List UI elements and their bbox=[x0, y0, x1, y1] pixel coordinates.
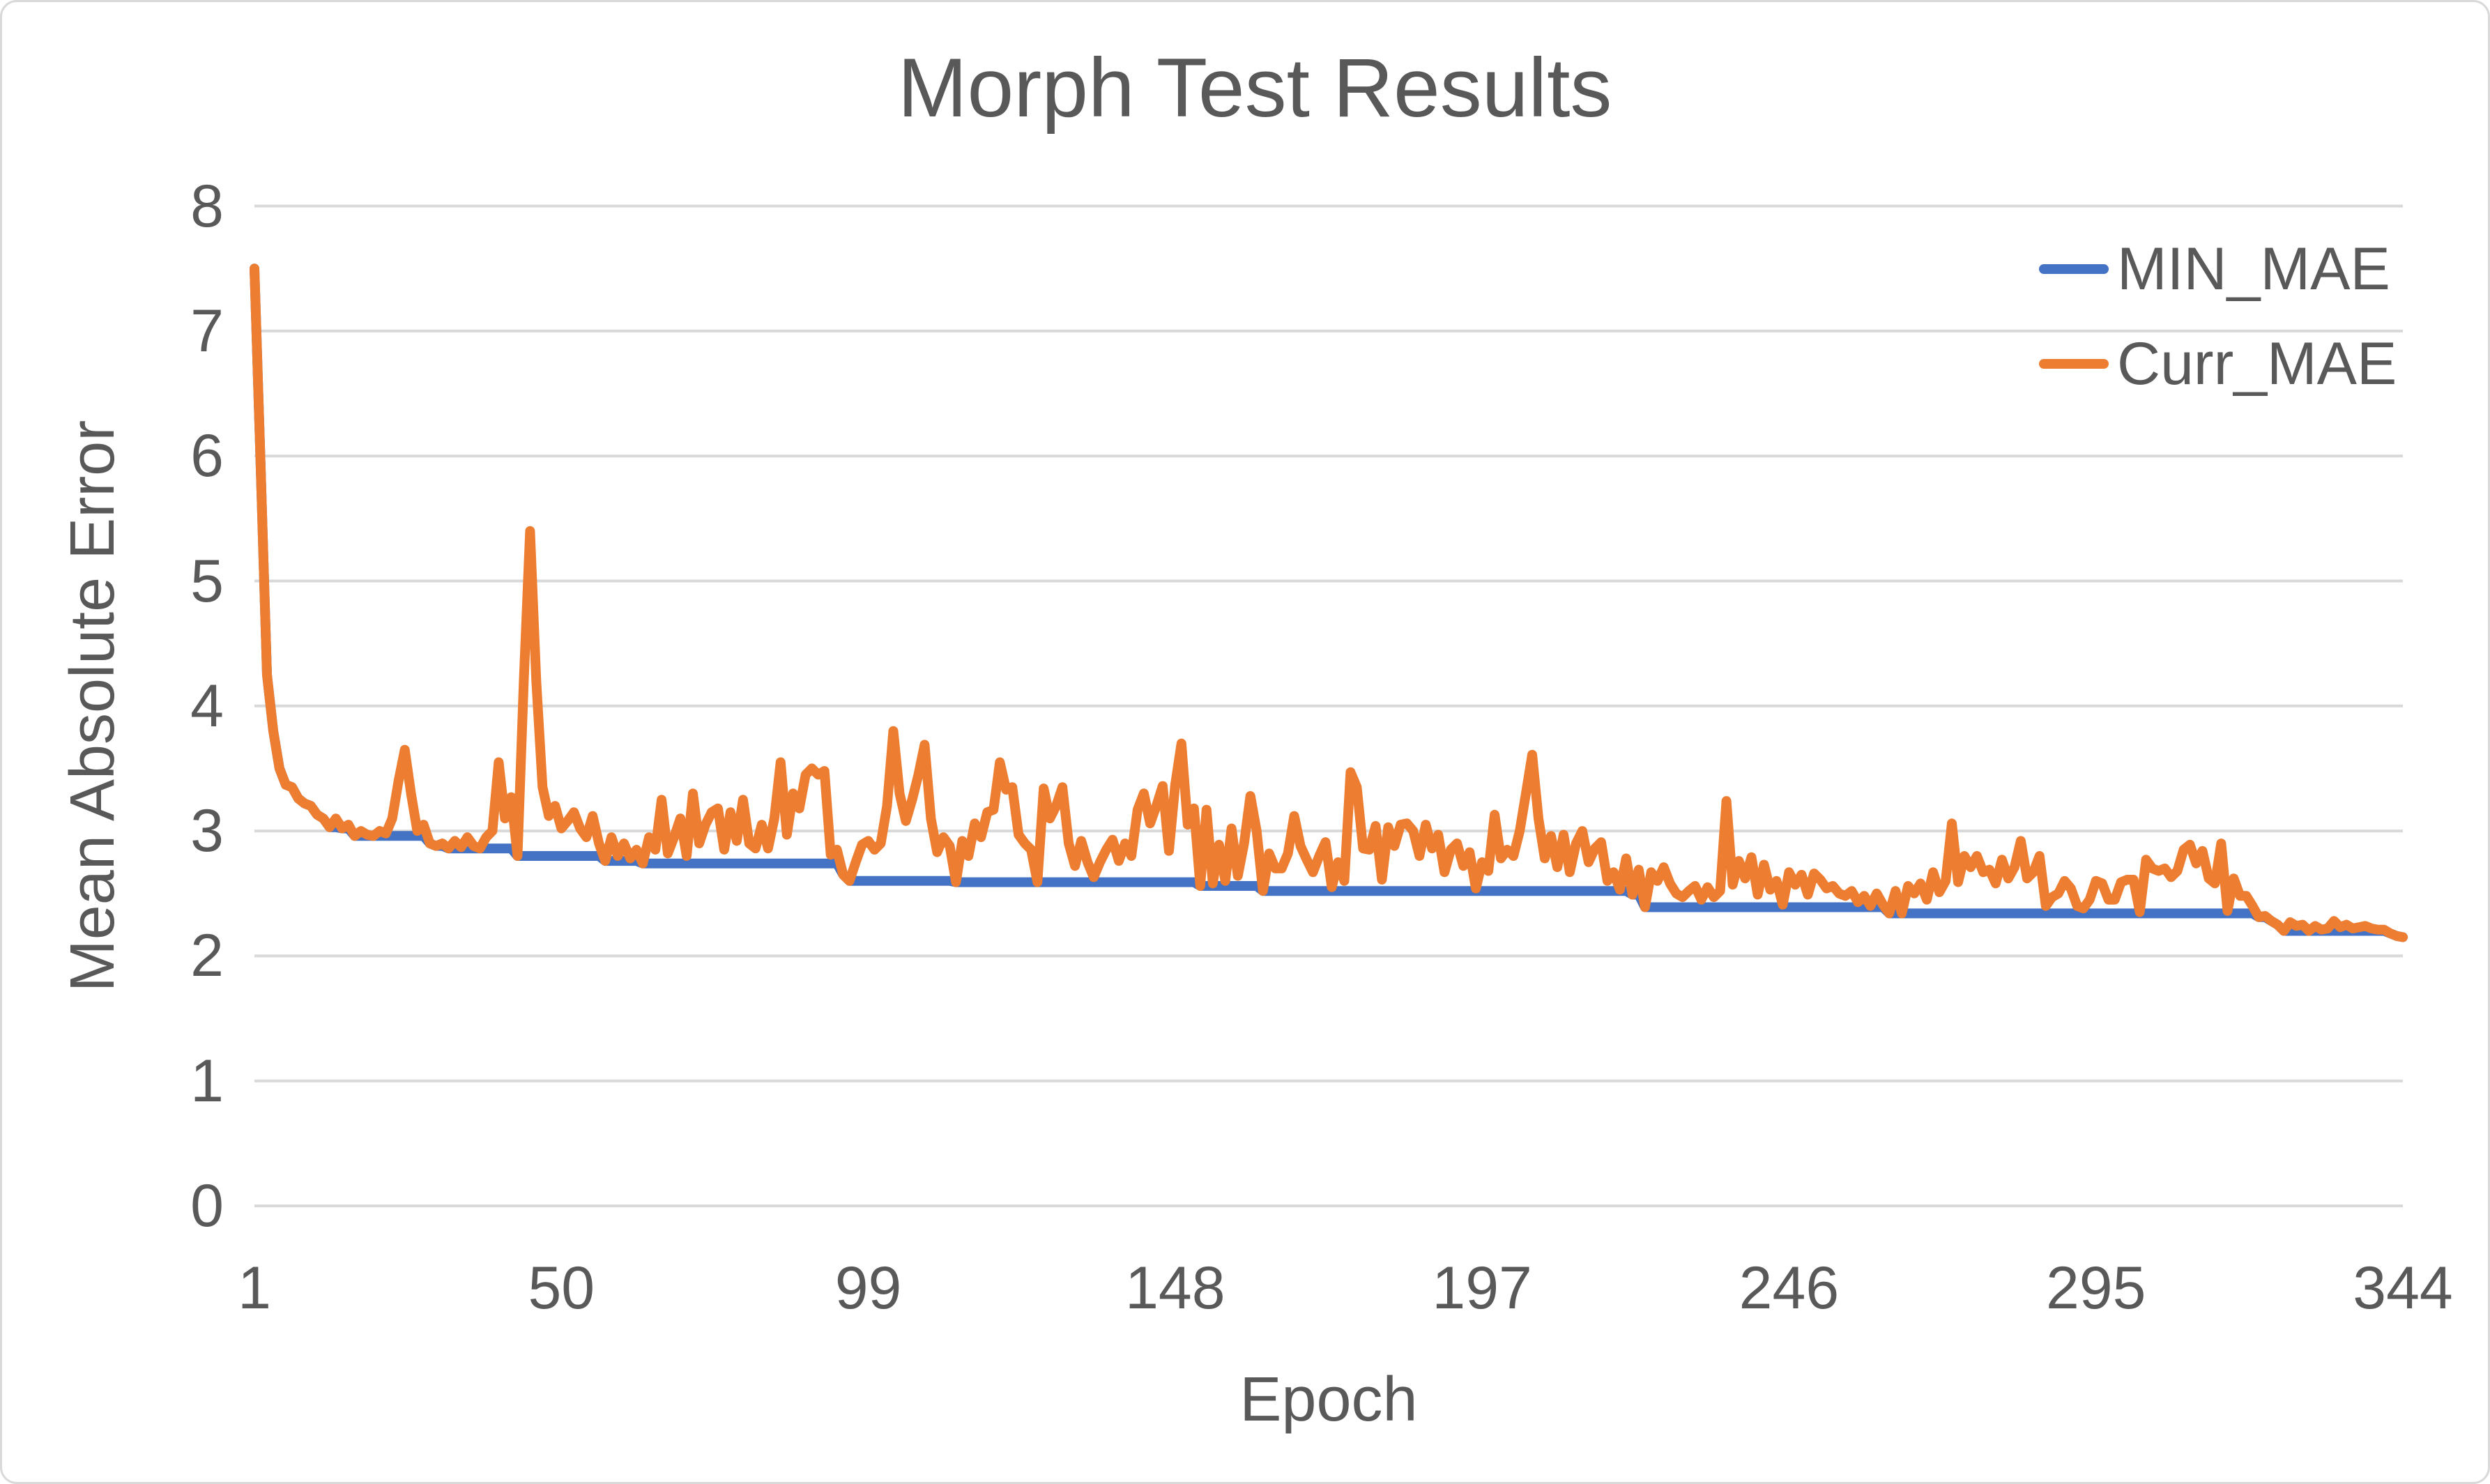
legend-item-curr-mae: Curr_MAE bbox=[2039, 334, 2397, 394]
x-tick-label: 148 bbox=[1125, 1255, 1225, 1322]
x-tick-label: 197 bbox=[1432, 1255, 1532, 1322]
x-tick-label: 246 bbox=[1739, 1255, 1840, 1322]
legend: MIN_MAE Curr_MAE bbox=[2039, 239, 2397, 394]
y-tick-label: 0 bbox=[190, 1172, 224, 1239]
y-tick-label: 5 bbox=[190, 547, 224, 615]
y-tick-label: 7 bbox=[190, 297, 224, 365]
y-tick-label: 8 bbox=[190, 172, 224, 240]
x-tick-label: 1 bbox=[238, 1255, 271, 1322]
legend-label: Curr_MAE bbox=[2117, 330, 2397, 397]
legend-item-min-mae: MIN_MAE bbox=[2039, 239, 2397, 299]
chart-title: Morph Test Results bbox=[897, 41, 1612, 135]
legend-line-swatch-icon bbox=[2039, 264, 2109, 274]
y-tick-label: 4 bbox=[190, 672, 224, 740]
min-mae-line bbox=[250, 263, 2408, 942]
curr-mae-line bbox=[250, 263, 2408, 942]
x-tick-label: 50 bbox=[528, 1255, 595, 1322]
legend-line-swatch-icon bbox=[2039, 359, 2109, 369]
x-tick-label: 295 bbox=[2045, 1255, 2146, 1322]
x-tick-label: 344 bbox=[2353, 1255, 2453, 1322]
x-axis-title: Epoch bbox=[1239, 1364, 1418, 1435]
y-tick-label: 6 bbox=[190, 422, 224, 490]
gridlines bbox=[254, 204, 2403, 1207]
x-tick-label: 99 bbox=[834, 1255, 902, 1322]
y-tick-label: 1 bbox=[190, 1047, 224, 1115]
y-tick-label: 3 bbox=[190, 797, 224, 865]
y-tick-label: 2 bbox=[190, 922, 224, 990]
legend-label: MIN_MAE bbox=[2117, 236, 2390, 303]
